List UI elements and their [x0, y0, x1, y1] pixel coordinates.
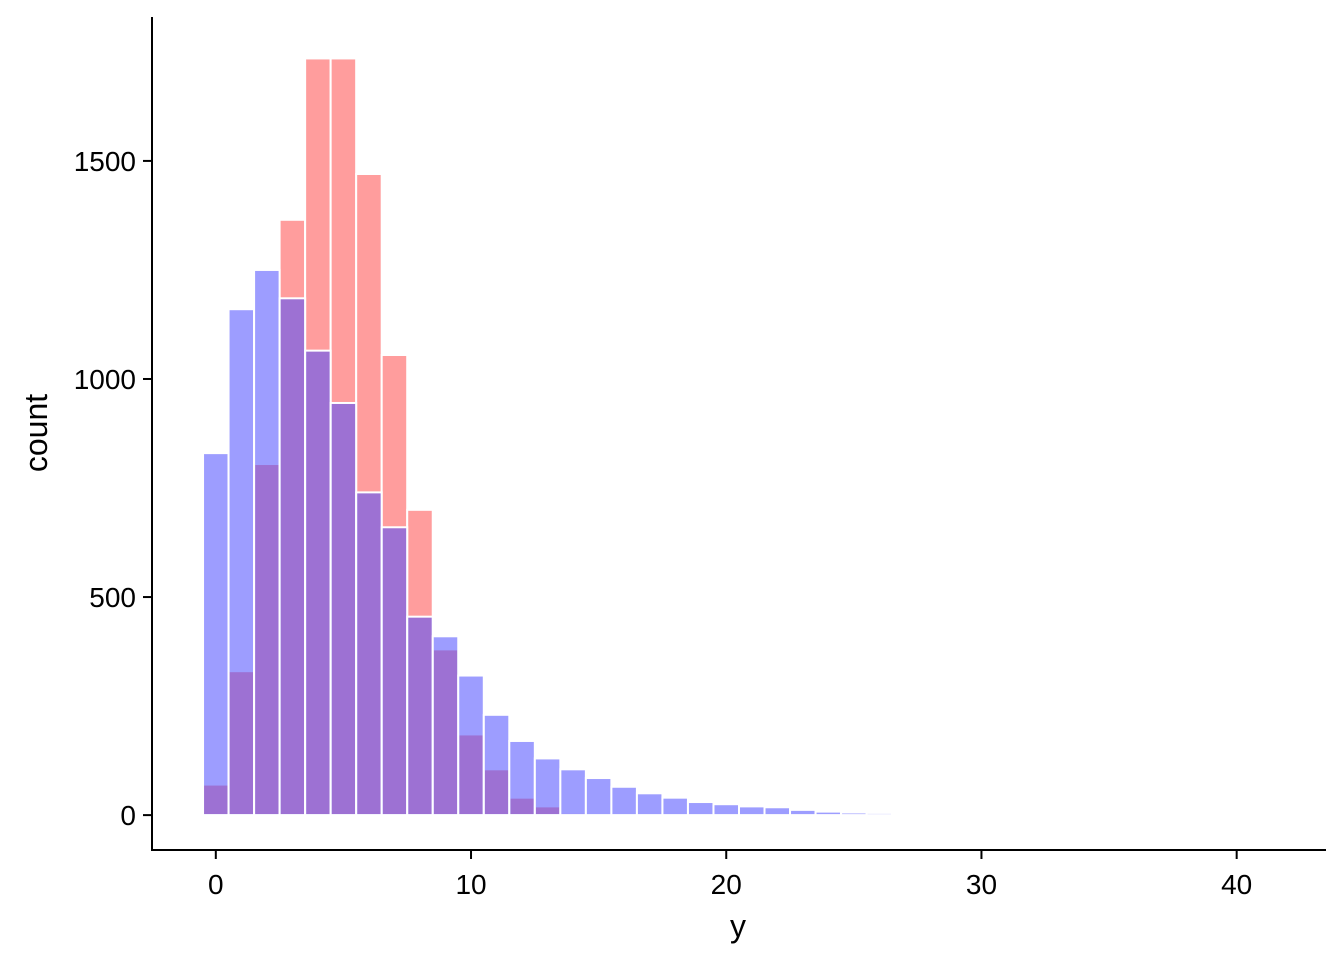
x-tick-label: 10 — [455, 869, 486, 900]
histogram-bar-series-1 — [380, 526, 409, 817]
histogram-bar-series-1 — [993, 813, 1021, 817]
histogram-bar-series-1 — [916, 813, 945, 817]
y-axis-title: count — [18, 394, 54, 472]
x-tick-label: 40 — [1221, 869, 1252, 900]
histogram-bar-series-1 — [431, 635, 460, 817]
histogram-bar-series-1 — [1197, 813, 1225, 817]
histogram-bar-series-1 — [508, 739, 536, 817]
x-tick-label: 20 — [711, 869, 742, 900]
histogram-bar-series-1 — [533, 757, 562, 817]
x-tick-label: 0 — [208, 869, 224, 900]
y-tick-label: 0 — [120, 800, 136, 831]
histogram-bar-series-1 — [253, 268, 281, 817]
histogram-bar-series-1 — [1248, 813, 1276, 817]
histogram-bar-series-1 — [763, 806, 792, 817]
y-tick-label: 500 — [89, 582, 136, 613]
histogram-bar-series-1 — [814, 810, 843, 817]
histogram-bar-series-1 — [840, 811, 868, 817]
histogram-bar-series-1 — [789, 808, 817, 817]
histogram-bar-series-1 — [635, 792, 664, 817]
histogram-bar-series-1 — [406, 615, 434, 817]
histogram-bar-series-1 — [559, 768, 587, 817]
histogram-bar-series-1 — [738, 805, 766, 817]
histogram-bar-series-1 — [712, 803, 741, 817]
histogram-bar-series-1 — [1120, 813, 1149, 817]
x-tick-label: 30 — [966, 869, 997, 900]
x-axis-title: y — [730, 908, 746, 944]
y-tick-label: 1500 — [74, 146, 136, 177]
histogram-bar-series-1 — [329, 401, 358, 817]
histogram-bar-series-1 — [278, 297, 307, 817]
histogram-bar-series-1 — [355, 491, 383, 817]
histogram-bar-series-1 — [202, 452, 230, 817]
histogram-bar-series-1 — [584, 777, 613, 817]
y-tick-label: 1000 — [74, 364, 136, 395]
histogram-bar-series-1 — [457, 674, 485, 817]
histogram-bar-series-1 — [661, 796, 689, 817]
histogram-bar-series-1 — [304, 349, 332, 817]
histogram-bar-series-1 — [686, 801, 715, 817]
histogram-bar-series-1 — [865, 811, 894, 817]
histogram-bar-series-1 — [610, 785, 638, 817]
bars-layer — [202, 57, 1276, 817]
histogram-bar-series-1 — [482, 713, 511, 817]
histogram-bar-series-1 — [227, 308, 256, 817]
ticks-layer: 0 10 20 30 40 0 500 1000 1500 — [74, 146, 1253, 900]
histogram-bar-series-1 — [967, 812, 996, 817]
histogram-bar-series-1 — [891, 812, 919, 817]
